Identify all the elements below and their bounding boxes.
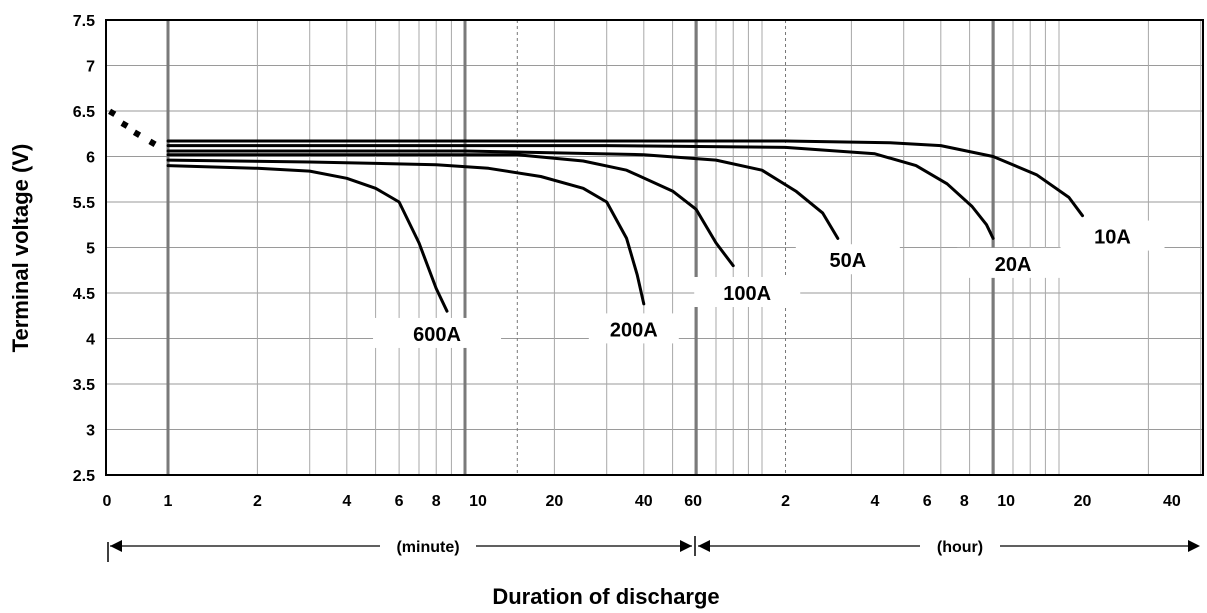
- x-axis-title: Duration of discharge: [492, 584, 719, 609]
- x-tick-label: 10: [997, 493, 1015, 510]
- series-label-10A: 10A: [1094, 227, 1131, 249]
- y-axis-title: Terminal voltage (V): [8, 144, 33, 353]
- series-line-10A: [166, 139, 1084, 218]
- series-line-100A: [166, 153, 735, 268]
- y-tick-label: 4.5: [73, 286, 95, 303]
- series-label-box: [1060, 220, 1165, 251]
- plot-frame: [105, 19, 1204, 476]
- x-tick-label: 60: [684, 493, 702, 510]
- series-label-50A: 50A: [829, 250, 866, 272]
- series-label-600A: 600A: [413, 324, 461, 346]
- series-label-box: [373, 317, 502, 348]
- series-label-box: [795, 244, 900, 275]
- x-tick-label: 20: [546, 493, 564, 510]
- x-tick-label: 2: [781, 493, 790, 510]
- x-tick-label: 40: [635, 493, 653, 510]
- series-line-50A: [166, 149, 840, 240]
- series-line-20A: [166, 144, 995, 240]
- minute-range-indicator: (minute): [107, 539, 692, 562]
- x-tick-label: 6: [923, 493, 932, 510]
- series-lines: [108, 108, 1084, 313]
- x-tick-label: 8: [960, 493, 969, 510]
- initial-dip-marker: [148, 138, 157, 147]
- y-tick-label: 7.5: [73, 13, 95, 30]
- series-line-600A: [166, 164, 449, 313]
- series-label-20A: 20A: [995, 254, 1032, 276]
- series-label-box: [957, 247, 1070, 278]
- y-tick-label: 3.5: [73, 377, 95, 394]
- series-label-200A: 200A: [610, 319, 658, 341]
- x-tick-label: 4: [870, 493, 879, 510]
- series-label-box: [694, 277, 801, 307]
- x-tick-label: 2: [253, 493, 262, 510]
- y-tick-label: 5: [86, 241, 95, 258]
- x-tick-label: 40: [1163, 493, 1181, 510]
- x-tick-label: 20: [1074, 493, 1092, 510]
- y-tick-label: 6: [86, 150, 95, 167]
- series-line-200A: [166, 158, 646, 306]
- y-tick-label: 5.5: [73, 195, 95, 212]
- grid-lines: [106, 19, 1203, 476]
- series-label-100A: 100A: [723, 283, 771, 305]
- x-tick-label: 8: [432, 493, 441, 510]
- y-tick-label: 7: [86, 59, 95, 76]
- hour-range-label: (hour): [937, 539, 983, 556]
- x-tick-label: 6: [395, 493, 404, 510]
- x-tick-label: 0: [103, 493, 112, 510]
- y-tick-labels: 2.5 3 3.5 4 4.5 5 5.5 6 6.5 7 7.5: [73, 13, 95, 485]
- x-tick-label: 10: [469, 493, 487, 510]
- initial-dip-marker: [108, 108, 117, 117]
- minute-range-label: (minute): [396, 539, 459, 556]
- y-tick-label: 6.5: [73, 104, 95, 121]
- series-labels: 600A 200A 100A 50A 20A 10A: [373, 220, 1165, 348]
- y-tick-label: 3: [86, 423, 95, 440]
- y-tick-label: 4: [86, 332, 95, 349]
- series-label-box: [588, 313, 679, 344]
- initial-dip-marker: [120, 120, 129, 129]
- hour-range-indicator: (hour): [694, 536, 1200, 556]
- initial-dip-marker: [132, 129, 142, 138]
- y-tick-label: 2.5: [73, 468, 95, 485]
- x-tick-label: 4: [342, 493, 351, 510]
- x-tick-label: 1: [164, 493, 173, 510]
- x-tick-labels: 0 1 2 4 6 8 10 20 40 60 2 4 6 8 10 20 40: [103, 493, 1181, 510]
